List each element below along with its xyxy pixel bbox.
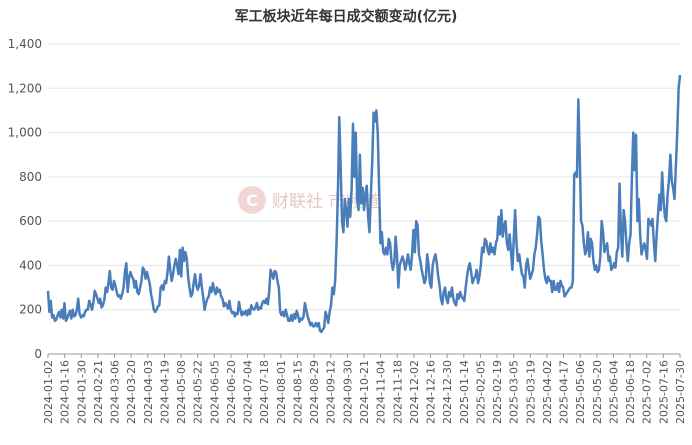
watermark-logo-letter: C xyxy=(246,191,258,210)
x-tick-label: 2024-01-30 xyxy=(75,360,88,424)
x-tick-label: 2025-07-30 xyxy=(674,360,687,424)
x-tick-label: 2025-07-16 xyxy=(657,360,670,424)
x-tick-label: 2024-08-01 xyxy=(275,360,288,424)
x-tick-label: 2024-05-08 xyxy=(175,360,188,424)
y-tick-label: 800 xyxy=(19,170,42,184)
x-tick-label: 2025-05-06 xyxy=(574,360,587,424)
watermark: C 财联社 市频道 xyxy=(238,186,379,214)
series-line xyxy=(46,74,682,334)
x-tick-label: 2024-07-04 xyxy=(242,360,255,424)
x-tick-label: 2024-09-30 xyxy=(341,360,354,424)
chart-title: 军工板块近年每日成交额变动(亿元) xyxy=(234,9,458,25)
x-tick-label: 2024-04-03 xyxy=(142,360,155,424)
x-tick-label: 2025-05-20 xyxy=(591,360,604,424)
x-tick-label: 2024-07-18 xyxy=(258,360,271,424)
y-tick-label: 1,400 xyxy=(8,37,42,51)
y-axis-ticks: 0 200 400 600 800 1,000 1,200 1,400 xyxy=(8,37,42,361)
watermark-logo-icon xyxy=(238,186,266,214)
x-tick-label: 2024-05-22 xyxy=(192,360,205,424)
x-tick-label: 2024-12-02 xyxy=(408,360,421,424)
y-tick-label: 600 xyxy=(19,214,42,228)
x-tick-label: 2025-04-02 xyxy=(541,360,554,424)
x-tick-label: 2025-03-05 xyxy=(508,360,521,424)
x-tick-label: 2024-11-04 xyxy=(375,360,388,424)
x-tick-label: 2024-11-18 xyxy=(391,360,404,424)
x-tick-label: 2024-02-21 xyxy=(92,360,105,424)
x-tick-label: 2025-04-17 xyxy=(558,360,571,424)
watermark-text: 财联社 市频道 xyxy=(272,192,379,212)
y-tick-label: 1,200 xyxy=(8,81,42,95)
x-tick-label: 2024-06-20 xyxy=(225,360,238,424)
x-tick-label: 2024-03-06 xyxy=(109,360,122,424)
x-tick-label: 2024-09-12 xyxy=(325,360,338,424)
x-tick-label: 2025-02-19 xyxy=(491,360,504,424)
x-tick-label: 2024-08-29 xyxy=(308,360,321,424)
x-tick-label: 2025-01-14 xyxy=(458,360,471,424)
x-tick-label: 2024-12-16 xyxy=(425,360,438,424)
y-tick-label: 1,000 xyxy=(8,126,42,140)
x-tick-label: 2024-12-30 xyxy=(441,360,454,424)
y-tick-label: 200 xyxy=(19,303,42,317)
y-tick-label: 0 xyxy=(34,347,42,361)
y-tick-label: 400 xyxy=(19,258,42,272)
x-tick-label: 2024-04-19 xyxy=(158,360,171,424)
x-tick-label: 2025-06-18 xyxy=(624,360,637,424)
x-tick-label: 2024-03-20 xyxy=(125,360,138,424)
x-tick-label: 2025-06-04 xyxy=(607,360,620,424)
x-tick-label: 2024-10-21 xyxy=(358,360,371,424)
x-tick-label: 2025-07-02 xyxy=(641,360,654,424)
x-tick-label: 2024-01-16 xyxy=(59,360,72,424)
x-tick-label: 2025-02-05 xyxy=(474,360,487,424)
x-tick-label: 2024-06-05 xyxy=(208,360,221,424)
x-tick-label: 2024-01-02 xyxy=(42,360,55,424)
x-axis-ticks: 2024-01-02 2024-01-16 2024-01-30 2024-02-21… xyxy=(42,354,687,424)
x-tick-label: 2024-08-15 xyxy=(291,360,304,424)
x-tick-label: 2025-03-19 xyxy=(524,360,537,424)
